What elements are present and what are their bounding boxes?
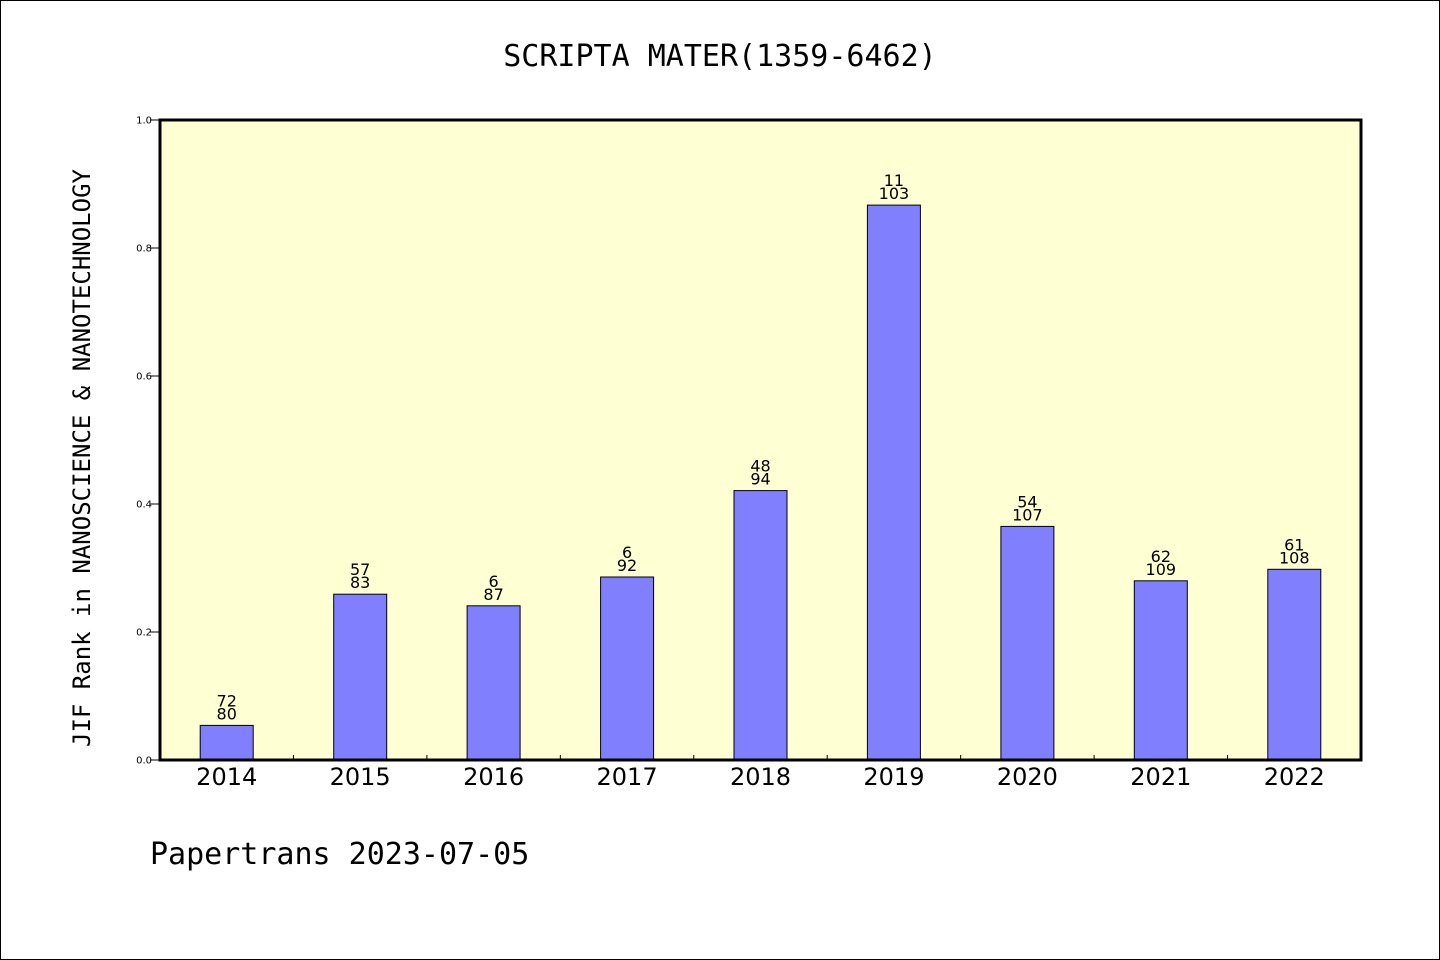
total-label-2019: 103: [879, 184, 910, 203]
rank-label-2014: 72: [217, 691, 237, 710]
total-label-2015: 83: [350, 573, 370, 592]
rank-label-2017: 6: [622, 543, 632, 562]
rank-label-2020: 54: [1017, 492, 1037, 511]
y-tick-label-0.6: 0.6: [136, 372, 152, 383]
chart-title: SCRIPTA MATER(1359-6462): [503, 39, 936, 74]
total-label-2018: 94: [750, 470, 770, 489]
x-tick-label-2020: 2020: [997, 763, 1058, 791]
x-tick-label-2018: 2018: [730, 763, 791, 791]
y-axis-label: JIF Rank in NANOSCIENCE & NANOTECHNOLOGY: [68, 168, 96, 747]
x-tick-label-2017: 2017: [597, 763, 658, 791]
y-tick-label-0.8: 0.8: [136, 244, 152, 255]
rank-label-2018: 48: [750, 457, 770, 476]
x-tick-label-2021: 2021: [1130, 763, 1191, 791]
bar-2018: [733, 490, 788, 761]
bar-2022: [1267, 568, 1322, 761]
x-tick-label-2022: 2022: [1264, 763, 1325, 791]
y-tick-label-0.0: 0.0: [136, 756, 152, 767]
bar-2021: [1133, 580, 1188, 761]
total-label-2016: 87: [483, 585, 503, 604]
rank-label-2019: 11: [884, 171, 904, 190]
total-label-2017: 92: [617, 556, 637, 575]
total-label-2020: 107: [1012, 505, 1043, 524]
footer-text: Papertrans 2023-07-05: [150, 837, 529, 872]
x-tick-label-2019: 2019: [863, 763, 924, 791]
bar-2017: [600, 576, 655, 761]
bar-2019: [866, 204, 921, 761]
x-tick-label-2016: 2016: [463, 763, 524, 791]
total-label-2014: 80: [217, 704, 237, 723]
plot-border: [158, 118, 1363, 762]
rank-label-2015: 57: [350, 560, 370, 579]
bar-2016: [466, 605, 521, 761]
rank-label-2016: 6: [489, 572, 499, 591]
rank-label-2022: 61: [1284, 535, 1304, 554]
y-tick-label-1.0: 1.0: [136, 116, 152, 127]
rank-label-2021: 62: [1151, 547, 1171, 566]
y-tick-label-0.2: 0.2: [136, 628, 152, 639]
bar-2015: [333, 593, 388, 761]
total-label-2022: 108: [1279, 548, 1310, 567]
total-label-2021: 109: [1146, 560, 1177, 579]
bar-2014: [199, 724, 254, 761]
ticks-group: 2014 2015 2016 2017 2018 2019 2020 2021 2022 0.0 0…: [136, 116, 1325, 792]
x-tick-label-2014: 2014: [196, 763, 257, 791]
bar-2020: [1000, 525, 1055, 761]
y-tick-label-0.4: 0.4: [136, 500, 152, 511]
x-tick-label-2015: 2015: [330, 763, 391, 791]
